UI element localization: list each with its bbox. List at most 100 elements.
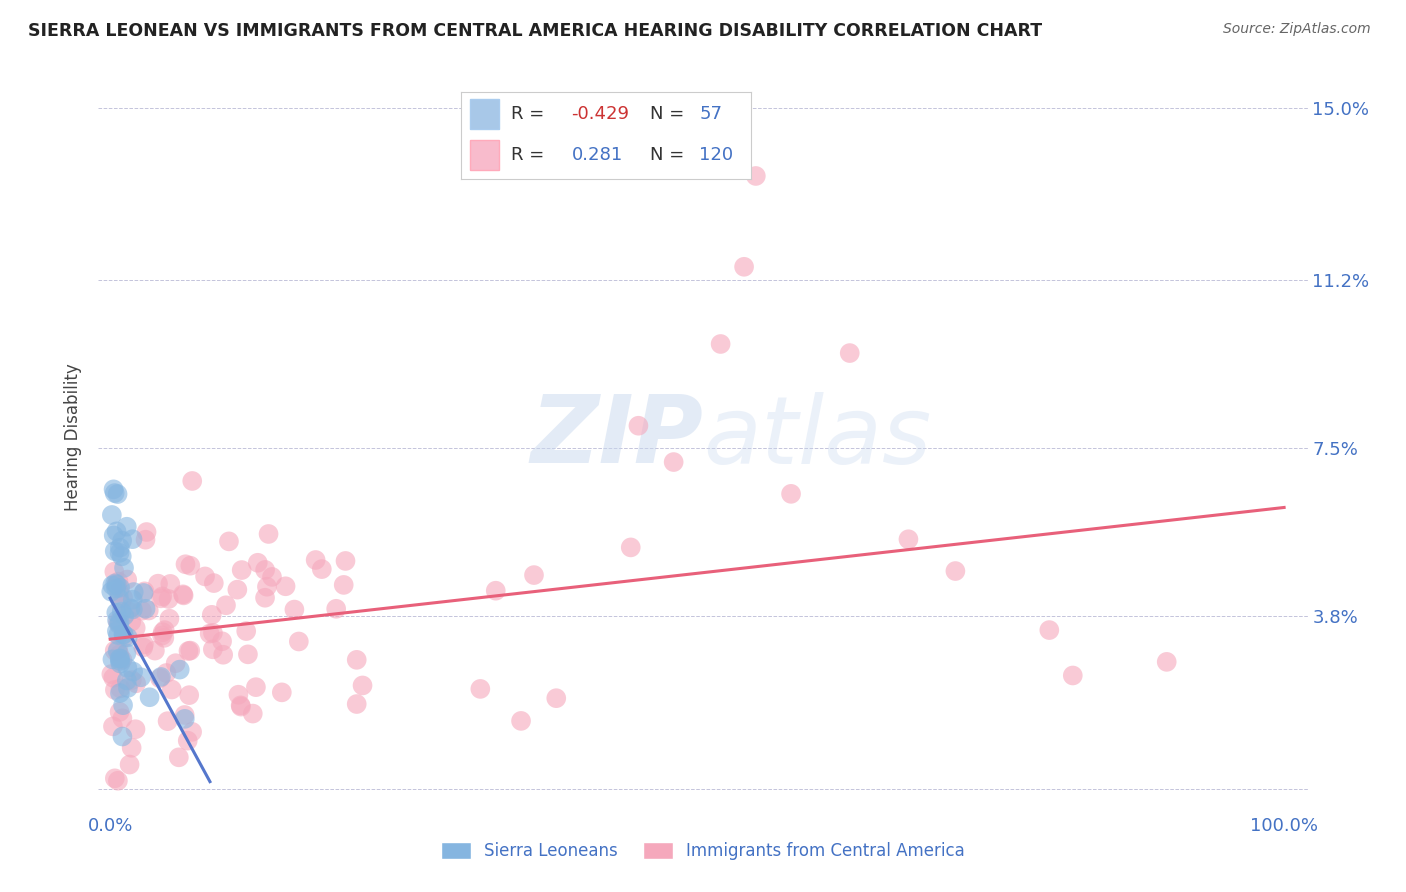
Point: [226, 582, 249, 597]
Point: [108, 591, 131, 606]
Point: [115, 673, 138, 688]
Point: [620, 541, 643, 555]
Point: [159, 612, 181, 626]
Point: [172, 587, 194, 601]
Point: [112, 561, 135, 575]
Point: [121, 532, 143, 546]
Point: [157, 592, 180, 607]
Point: [108, 585, 131, 599]
Point: [627, 418, 650, 433]
Point: [108, 651, 131, 665]
Point: [523, 568, 546, 582]
Point: [346, 697, 368, 711]
Point: [897, 533, 920, 547]
Point: [104, 576, 127, 591]
Point: [470, 681, 492, 696]
Text: SIERRA LEONEAN VS IMMIGRANTS FROM CENTRAL AMERICA HEARING DISABILITY CORRELATION: SIERRA LEONEAN VS IMMIGRANTS FROM CENTRA…: [28, 22, 1042, 40]
Point: [120, 615, 142, 629]
Point: [115, 646, 138, 660]
Point: [177, 644, 200, 658]
Point: [212, 648, 235, 662]
Point: [202, 576, 225, 591]
Point: [228, 688, 250, 702]
Point: [215, 599, 238, 613]
Point: [138, 690, 160, 705]
Point: [270, 685, 292, 699]
Point: [945, 564, 967, 578]
Point: [107, 773, 129, 788]
Point: [125, 621, 148, 635]
Text: atlas: atlas: [703, 392, 931, 483]
Point: [1038, 623, 1060, 637]
Point: [173, 712, 195, 726]
Point: [110, 597, 132, 611]
Point: [194, 569, 217, 583]
Point: [146, 576, 169, 591]
Point: [332, 578, 354, 592]
Point: [105, 606, 128, 620]
Point: [174, 558, 197, 572]
Point: [103, 671, 125, 685]
Point: [101, 719, 124, 733]
Point: [111, 533, 134, 548]
Point: [257, 527, 280, 541]
Point: [153, 631, 176, 645]
Point: [108, 615, 131, 629]
Point: [135, 602, 157, 616]
Point: [218, 534, 240, 549]
Point: [110, 657, 132, 671]
Point: [149, 671, 172, 685]
Point: [156, 714, 179, 728]
Point: [246, 556, 269, 570]
Point: [254, 563, 277, 577]
Point: [169, 663, 191, 677]
Point: [107, 574, 129, 589]
Point: [1156, 655, 1178, 669]
Point: [134, 533, 156, 547]
Point: [150, 629, 173, 643]
Point: [120, 601, 142, 615]
Point: [104, 682, 127, 697]
Y-axis label: Hearing Disability: Hearing Disability: [63, 363, 82, 511]
Point: [485, 583, 508, 598]
Point: [118, 757, 141, 772]
Point: [111, 653, 134, 667]
Point: [112, 608, 135, 623]
Point: [108, 617, 131, 632]
Point: [112, 627, 135, 641]
Point: [229, 699, 252, 714]
Point: [121, 673, 143, 687]
Point: [131, 604, 153, 618]
Point: [745, 169, 768, 183]
Point: [107, 642, 129, 657]
Point: [546, 691, 568, 706]
Point: [111, 711, 134, 725]
Point: [179, 643, 201, 657]
Point: [104, 772, 127, 786]
Point: [100, 667, 122, 681]
Point: [111, 730, 134, 744]
Point: [173, 708, 195, 723]
Point: [111, 549, 134, 564]
Point: [107, 487, 129, 501]
Point: [108, 686, 131, 700]
Point: [177, 733, 200, 747]
Point: [108, 648, 131, 662]
Point: [105, 524, 128, 539]
Point: [510, 714, 533, 728]
Point: [167, 750, 190, 764]
Point: [662, 455, 685, 469]
Point: [121, 592, 143, 607]
Point: [118, 605, 141, 619]
Point: [179, 558, 201, 573]
Point: [105, 577, 128, 591]
Point: [125, 676, 148, 690]
Point: [101, 578, 124, 592]
Point: [121, 602, 143, 616]
Point: [173, 588, 195, 602]
Point: [335, 554, 357, 568]
Point: [260, 570, 283, 584]
Legend: Sierra Leoneans, Immigrants from Central America: Sierra Leoneans, Immigrants from Central…: [434, 836, 972, 867]
Point: [152, 625, 174, 640]
Point: [198, 626, 221, 640]
